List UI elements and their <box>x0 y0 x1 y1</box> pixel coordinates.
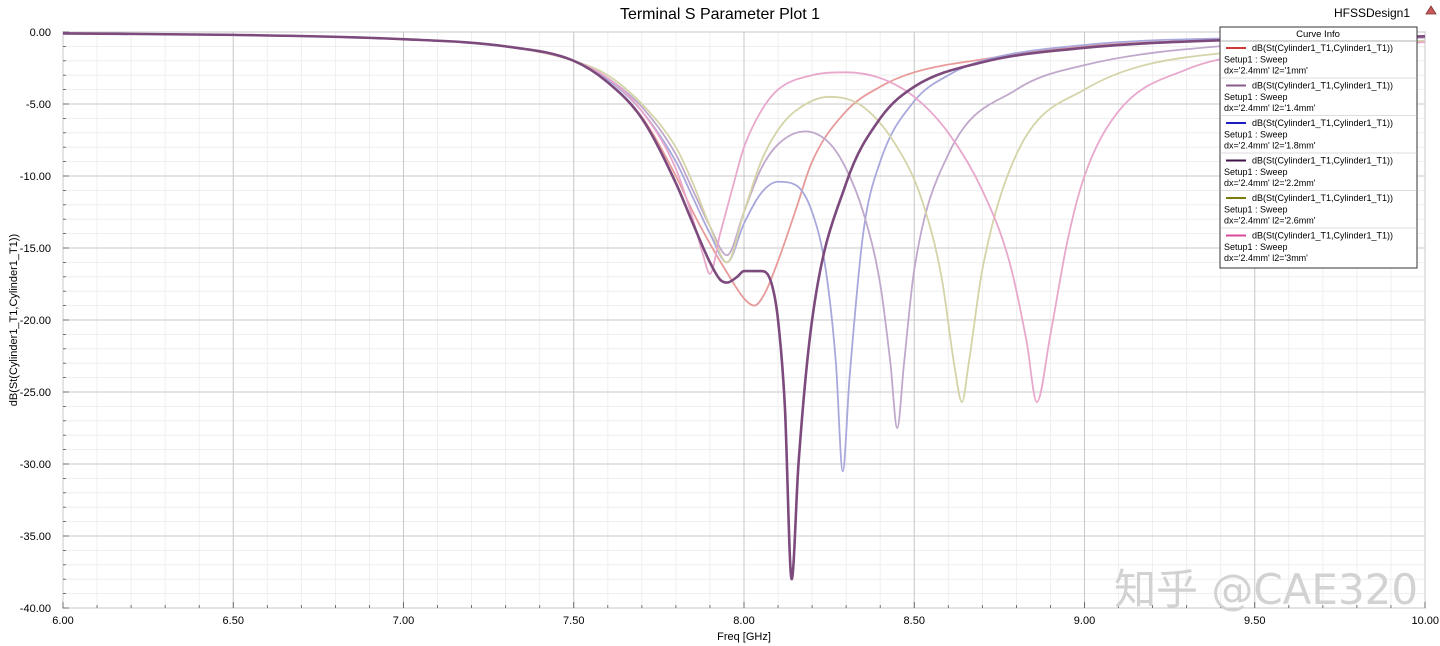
legend-item-params: dx='2.4mm' l2='1.4mm' <box>1224 103 1316 113</box>
legend-item-expression: dB(St(Cylinder1_T1,Cylinder1_T1)) <box>1252 118 1393 128</box>
y-tick-label: -10.00 <box>20 171 51 183</box>
x-tick-label: 8.50 <box>904 615 925 627</box>
x-tick-label: 8.00 <box>733 615 754 627</box>
legend-item-expression: dB(St(Cylinder1_T1,Cylinder1_T1)) <box>1252 193 1393 203</box>
y-tick-label: 0.00 <box>30 27 51 39</box>
legend-item-setup: Setup1 : Sweep <box>1224 130 1288 140</box>
grid <box>62 31 1426 609</box>
x-tick-label: 7.50 <box>563 615 584 627</box>
y-tick-label: -25.00 <box>20 387 51 399</box>
x-axis-label: Freq [GHz] <box>717 631 771 643</box>
y-tick-label: -40.00 <box>20 603 51 615</box>
legend-item-setup: Setup1 : Sweep <box>1224 242 1288 252</box>
watermark-text: 知乎 @CAE320 <box>1114 565 1418 614</box>
x-tick-label: 7.00 <box>393 615 414 627</box>
legend-item-params: dx='2.4mm' l2='2.6mm' <box>1224 216 1316 226</box>
legend-item-setup: Setup1 : Sweep <box>1224 205 1288 215</box>
legend-title: Curve Info <box>1296 29 1340 40</box>
legend-item-params: dx='2.4mm' l2='1mm' <box>1224 66 1308 76</box>
chart-title: Terminal S Parameter Plot 1 <box>620 6 820 23</box>
series-group <box>62 32 1426 581</box>
legend-item-setup: Setup1 : Sweep <box>1224 92 1288 102</box>
y-tick-label: -35.00 <box>20 531 51 543</box>
legend-item-params: dx='2.4mm' l2='2.2mm' <box>1224 178 1316 188</box>
legend-item-params: dx='2.4mm' l2='1.8mm' <box>1224 141 1316 151</box>
y-axis-label: dB(St(Cylinder1_T1,Cylinder1_T1)) <box>8 234 20 406</box>
legend-item-expression: dB(St(Cylinder1_T1,Cylinder1_T1)) <box>1252 81 1393 91</box>
legend-item-expression: dB(St(Cylinder1_T1,Cylinder1_T1)) <box>1252 156 1393 166</box>
axis-ticks: 6.00 6.50 7.00 7.50 8.00 8.50 9.00 9.50 10.00 0.0… <box>20 27 1439 627</box>
x-tick-label: 9.50 <box>1244 615 1265 627</box>
x-tick-label: 6.00 <box>52 615 73 627</box>
series-line-2 <box>62 32 1426 581</box>
x-tick-label: 10.00 <box>1411 615 1439 627</box>
legend-item-expression: dB(St(Cylinder1_T1,Cylinder1_T1)) <box>1252 231 1393 241</box>
y-tick-label: -15.00 <box>20 243 51 255</box>
collapse-arrow-icon[interactable] <box>1425 5 1437 15</box>
y-tick-label: -30.00 <box>20 459 51 471</box>
x-tick-label: 6.50 <box>223 615 244 627</box>
legend-item-setup: Setup1 : Sweep <box>1224 167 1288 177</box>
legend[interactable]: Curve Info dB(St(Cylinder1_T1,Cylinder1_… <box>1219 26 1418 269</box>
legend-item-expression: dB(St(Cylinder1_T1,Cylinder1_T1)) <box>1252 43 1393 53</box>
y-tick-label: -5.00 <box>26 99 51 111</box>
legend-item-setup: Setup1 : Sweep <box>1224 55 1288 65</box>
x-tick-label: 9.00 <box>1074 615 1095 627</box>
y-tick-label: -20.00 <box>20 315 51 327</box>
legend-item-params: dx='2.4mm' l2='3mm' <box>1224 253 1308 263</box>
design-name: HFSSDesign1 <box>1334 6 1410 20</box>
